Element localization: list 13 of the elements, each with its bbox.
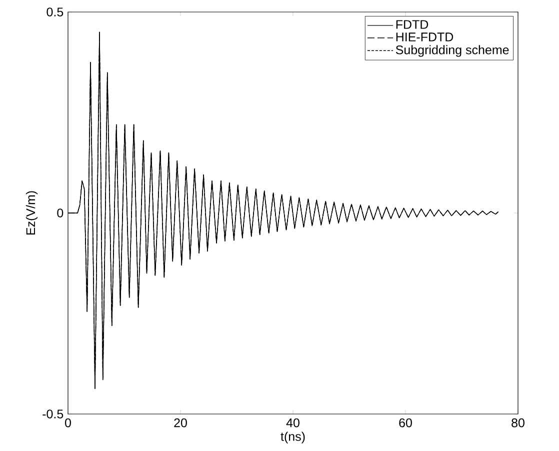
x-tick-label: 0 (65, 418, 71, 428)
x-tick-label: 80 (512, 418, 524, 428)
x-tick-label: 40 (286, 418, 300, 428)
x-tick-label: 20 (174, 418, 187, 428)
legend-label: Subgridding scheme (396, 45, 509, 57)
y-tick-label: 0 (57, 208, 64, 218)
legend-label: HIE-FDTD (396, 32, 454, 42)
y-axis-title: Ez(V/m) (26, 191, 38, 235)
y-tick-label: -0.5 (42, 410, 64, 418)
y-tick-label: 0.5 (46, 8, 64, 16)
x-axis-title: t(ns) (280, 432, 305, 444)
x-tick-label: 60 (399, 418, 412, 428)
legend-label: FDTD (396, 20, 428, 29)
